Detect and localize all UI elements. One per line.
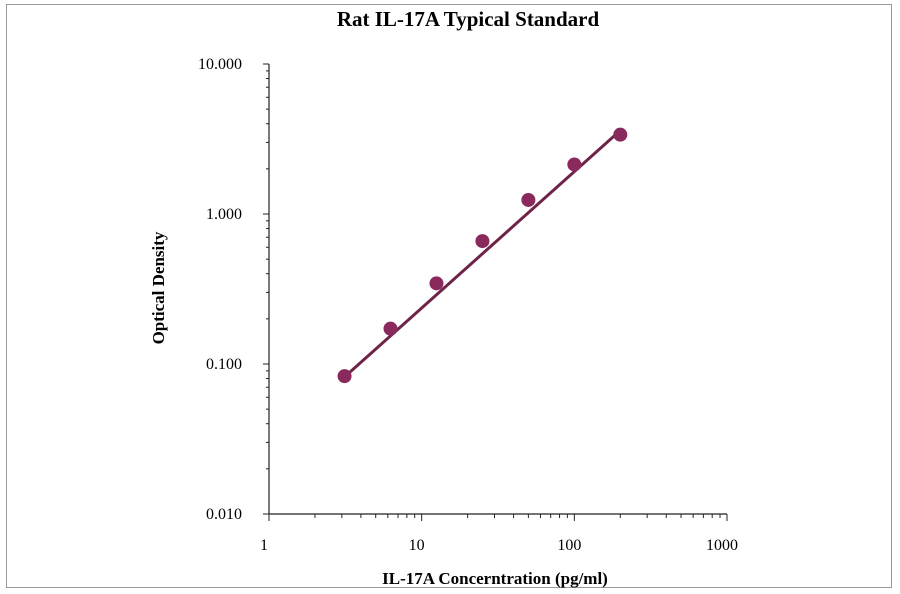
data-point [613, 127, 628, 142]
fit-curve [343, 129, 622, 379]
data-point [567, 157, 582, 172]
data-point [475, 234, 490, 249]
chart-frame [6, 4, 892, 588]
data-point [521, 192, 536, 207]
axis-tick-labels: 0.010 0.100 1.000 10.000 1 10 100 1000 [198, 56, 738, 554]
y-axis-label: Optical Density [149, 231, 168, 344]
data-points [337, 127, 628, 384]
x-tick-label: 1 [260, 537, 268, 554]
data-point [383, 321, 398, 336]
y-tick-label: 10.000 [198, 56, 242, 73]
y-tick-label: 0.010 [206, 506, 242, 523]
x-tick-label: 100 [557, 537, 581, 554]
x-tick-label: 1000 [706, 537, 738, 554]
fit-line [343, 129, 622, 379]
y-tick-label: 0.100 [206, 356, 242, 373]
axis-ticks [263, 63, 728, 521]
x-axis-label: IL-17A Concerntration (pg/ml) [382, 569, 608, 588]
y-tick-label: 1.000 [206, 206, 242, 223]
data-point [429, 276, 444, 291]
chart-title: Rat IL-17A Typical Standard [337, 7, 600, 31]
x-tick-label: 10 [409, 537, 425, 554]
data-point [337, 369, 352, 384]
